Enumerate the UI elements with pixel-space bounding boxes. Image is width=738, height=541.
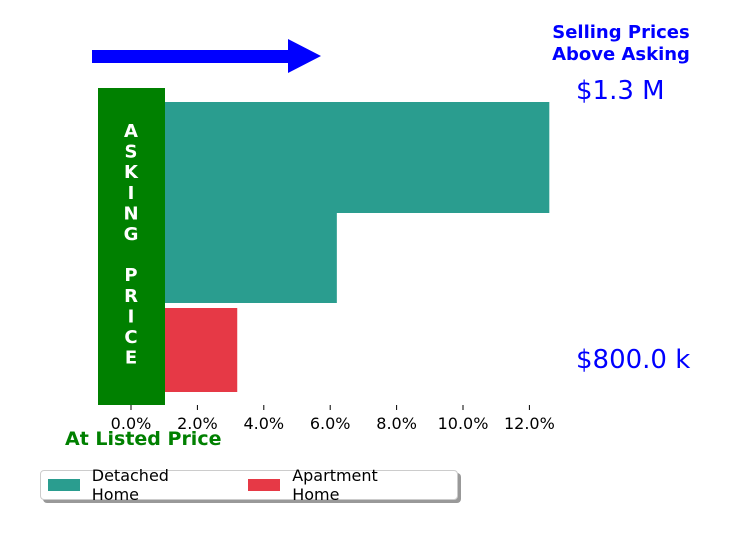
x-axis: 0.0% 2.0% 4.0% 6.0% 8.0% 10.0% 12.0%	[111, 405, 555, 433]
x-tick-label: 6.0%	[310, 414, 351, 433]
x-tick-label: 8.0%	[376, 414, 417, 433]
bar-detached-0	[164, 102, 550, 213]
legend-item-detached: Detached Home	[48, 466, 216, 504]
top-title: Selling Prices Above Asking	[552, 22, 690, 65]
x-tick-label: 2.0%	[177, 414, 218, 433]
x-tick-label: 12.0%	[504, 414, 555, 433]
legend-label-detached: Detached Home	[91, 466, 169, 504]
legend: Detached Home Apartment Home	[40, 466, 458, 504]
high-price-label: $1.3 M	[576, 76, 665, 106]
right-arrow-icon	[92, 39, 321, 73]
legend-label-apartment: Apartment Home	[292, 466, 378, 504]
legend-swatch-detached	[48, 479, 80, 491]
bar-detached-1	[164, 213, 337, 303]
legend-swatch-apartment	[248, 479, 281, 491]
at-listed-price-label: At Listed Price	[65, 428, 221, 450]
legend-item-apartment: Apartment Home	[248, 466, 425, 504]
bar-apartment-2	[164, 308, 238, 392]
x-tick-label: 0.0%	[111, 414, 152, 433]
asking-price-box	[98, 88, 165, 405]
x-tick-label: 10.0%	[438, 414, 489, 433]
bars	[164, 102, 550, 392]
x-tick-label: 4.0%	[243, 414, 284, 433]
low-price-label: $800.0 k	[576, 345, 690, 375]
